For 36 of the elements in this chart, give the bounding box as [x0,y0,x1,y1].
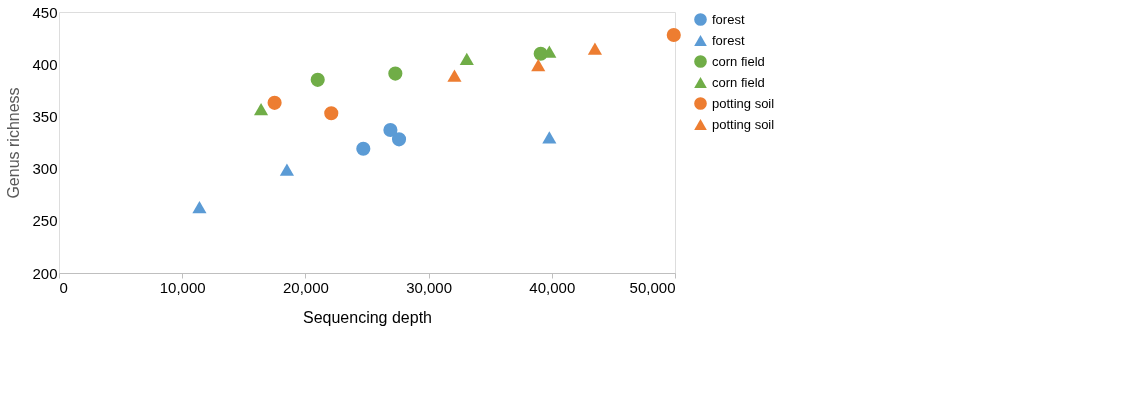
point [447,69,462,82]
legend-label: forest [712,32,745,48]
point [253,102,269,116]
point [324,106,339,121]
x-tick-label: 0 [59,278,68,296]
point [531,59,546,72]
x-tick-label: 20,000 [282,278,329,296]
point [383,122,398,138]
y-axis-title: Genus richness [5,87,23,199]
point [391,132,407,147]
point [192,201,207,214]
y-tick-label: 450 [32,3,58,21]
y-tick-label: 400 [32,55,58,73]
y-tick-label: 300 [32,160,58,178]
point [356,141,371,156]
x-tick-label: 10,000 [159,278,206,296]
x-axis-title: Sequencing depth [303,308,432,326]
point [459,52,474,66]
point [279,163,294,176]
y-tick-label: 350 [32,107,58,125]
point [267,95,282,110]
legend-label: corn field [712,74,765,90]
y-tick-label: 250 [32,212,58,230]
point [587,42,602,55]
legend-label: corn field [712,53,765,69]
legend-label: forest [712,11,745,27]
x-tick-label: 30,000 [406,278,453,296]
point [388,66,403,81]
point [542,131,557,144]
y-tick-label: 200 [32,264,58,282]
point [310,72,325,87]
x-tick-label: 40,000 [529,278,576,296]
point [666,27,681,43]
x-tick-label: 50,000 [629,278,676,296]
legend-label: potting soil [712,116,775,132]
legend-label: potting soil [712,95,775,111]
